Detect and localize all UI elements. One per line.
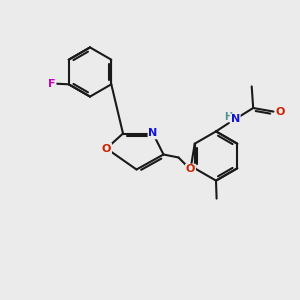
Text: O: O	[275, 106, 285, 117]
Text: O: O	[186, 164, 195, 175]
Text: H: H	[224, 112, 232, 122]
Text: N: N	[231, 114, 240, 124]
Text: F: F	[48, 79, 56, 89]
Text: N: N	[148, 128, 158, 139]
Text: O: O	[102, 143, 111, 154]
